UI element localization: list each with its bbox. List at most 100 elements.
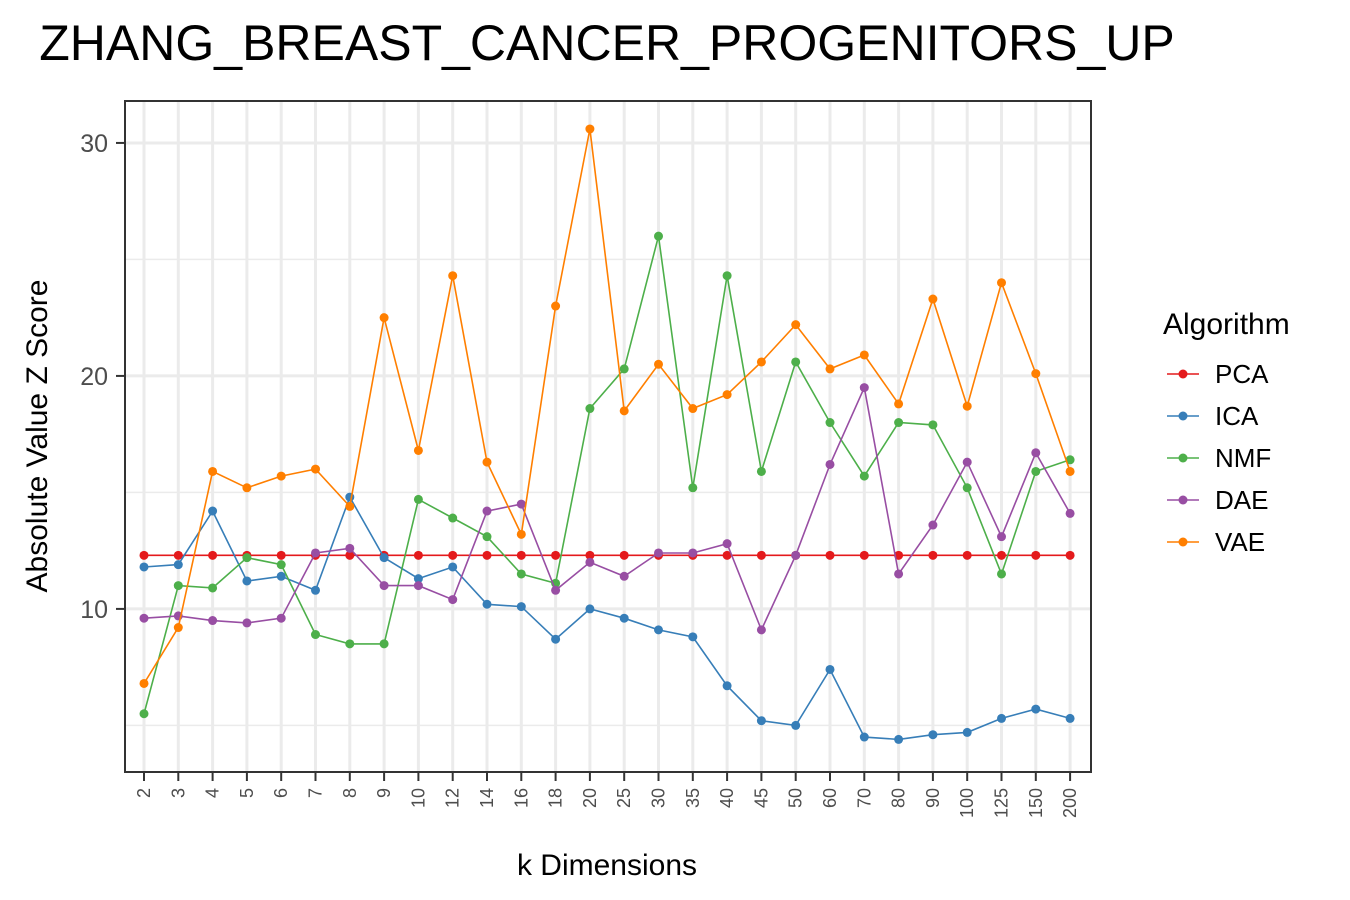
x-tick-label: 125 bbox=[992, 788, 1012, 818]
x-tick-label: 9 bbox=[374, 788, 394, 798]
data-point-dae bbox=[654, 548, 663, 558]
data-point-nmf bbox=[1065, 455, 1075, 465]
x-tick-label: 16 bbox=[511, 788, 531, 808]
data-point-pca bbox=[928, 550, 938, 560]
legend-label: ICA bbox=[1215, 401, 1259, 431]
data-point-dae bbox=[894, 569, 904, 579]
legend-item-pca: PCA bbox=[1167, 359, 1269, 389]
x-tick-label: 90 bbox=[923, 788, 943, 808]
data-point-nmf bbox=[722, 271, 732, 281]
data-point-dae bbox=[619, 571, 629, 581]
plot-border bbox=[124, 100, 1092, 773]
data-point-nmf bbox=[311, 630, 320, 640]
data-point-ica bbox=[722, 681, 732, 691]
data-point-vae bbox=[688, 404, 698, 414]
data-point-ica bbox=[1031, 704, 1041, 714]
data-point-vae bbox=[619, 406, 629, 416]
data-point-vae bbox=[276, 471, 286, 481]
data-point-ica bbox=[311, 585, 320, 595]
x-tick-label: 150 bbox=[1026, 788, 1046, 818]
data-point-nmf bbox=[825, 418, 835, 428]
data-point-pca bbox=[1031, 550, 1041, 560]
x-tick-label: 18 bbox=[546, 788, 566, 808]
x-tick-label: 4 bbox=[203, 788, 223, 798]
series-line-vae bbox=[143, 128, 1071, 684]
data-point-vae bbox=[482, 457, 492, 467]
data-point-vae bbox=[413, 445, 423, 455]
data-point-nmf bbox=[276, 560, 286, 570]
data-point-ica bbox=[894, 734, 904, 744]
gridlines bbox=[125, 101, 1091, 772]
data-point-vae bbox=[208, 466, 218, 476]
legend-label: PCA bbox=[1215, 359, 1269, 389]
x-axis-title: k Dimensions bbox=[517, 849, 697, 882]
data-point-nmf bbox=[379, 639, 389, 649]
x-tick-label: 20 bbox=[580, 788, 600, 808]
data-point-dae bbox=[139, 613, 149, 623]
series-line-ica bbox=[143, 495, 1071, 741]
data-point-dae bbox=[276, 613, 286, 623]
data-point-nmf bbox=[756, 466, 766, 476]
data-point-nmf bbox=[448, 513, 458, 523]
data-point-vae bbox=[139, 678, 149, 688]
series-nmf bbox=[139, 231, 1075, 719]
data-point-ica bbox=[551, 634, 561, 644]
data-point-ica bbox=[585, 604, 595, 614]
data-point-ica bbox=[825, 664, 835, 674]
legend-title: Algorithm bbox=[1163, 308, 1290, 341]
data-point-vae bbox=[345, 501, 355, 511]
legend-key-point bbox=[1178, 411, 1188, 421]
legend-key-point bbox=[1178, 495, 1188, 505]
data-point-nmf bbox=[1031, 466, 1041, 476]
legend-key-point bbox=[1178, 537, 1188, 547]
data-point-pca bbox=[619, 550, 629, 560]
data-point-nmf bbox=[928, 420, 938, 430]
data-point-nmf bbox=[516, 569, 526, 579]
data-point-nmf bbox=[859, 471, 869, 481]
data-point-ica bbox=[619, 613, 629, 623]
y-tick-label: 10 bbox=[80, 596, 108, 624]
data-point-dae bbox=[448, 595, 458, 605]
plot-area bbox=[124, 100, 1092, 773]
data-point-vae bbox=[722, 390, 732, 400]
x-tick-label: 50 bbox=[786, 788, 806, 808]
legend-item-nmf: NMF bbox=[1167, 443, 1271, 473]
data-point-ica bbox=[756, 716, 766, 726]
data-point-dae bbox=[413, 581, 423, 591]
x-tick-label: 35 bbox=[683, 788, 703, 808]
data-point-vae bbox=[379, 313, 389, 323]
data-point-dae bbox=[208, 616, 218, 626]
data-point-pca bbox=[276, 550, 286, 560]
data-point-pca bbox=[722, 550, 732, 560]
data-point-ica bbox=[859, 732, 869, 742]
x-tick-label: 6 bbox=[271, 788, 291, 798]
data-point-ica bbox=[345, 492, 355, 502]
data-point-vae bbox=[173, 623, 183, 633]
x-tick-label: 5 bbox=[237, 788, 257, 798]
data-point-dae bbox=[585, 557, 595, 567]
data-point-ica bbox=[962, 727, 972, 737]
data-point-vae bbox=[859, 350, 869, 360]
data-point-pca bbox=[208, 550, 218, 560]
legend-label: NMF bbox=[1215, 443, 1271, 473]
data-point-vae bbox=[1065, 466, 1075, 476]
data-point-pca bbox=[962, 550, 972, 560]
data-point-dae bbox=[379, 581, 389, 591]
data-point-nmf bbox=[894, 418, 904, 428]
x-tick-label: 100 bbox=[957, 788, 977, 818]
data-point-ica bbox=[208, 506, 218, 516]
data-point-pca bbox=[997, 550, 1006, 560]
data-point-vae bbox=[928, 294, 938, 304]
data-point-ica bbox=[997, 713, 1006, 723]
data-point-vae bbox=[791, 320, 801, 330]
chart-title: ZHANG_BREAST_CANCER_PROGENITORS_UP bbox=[39, 15, 1174, 71]
data-point-dae bbox=[1031, 448, 1041, 458]
data-point-pca bbox=[516, 550, 526, 560]
x-tick-label: 60 bbox=[820, 788, 840, 808]
legend-item-dae: DAE bbox=[1167, 485, 1268, 515]
data-point-ica bbox=[276, 571, 286, 581]
data-point-ica bbox=[1065, 713, 1075, 723]
data-point-ica bbox=[654, 625, 663, 635]
data-point-vae bbox=[448, 271, 458, 281]
x-tick-label: 8 bbox=[340, 788, 360, 798]
